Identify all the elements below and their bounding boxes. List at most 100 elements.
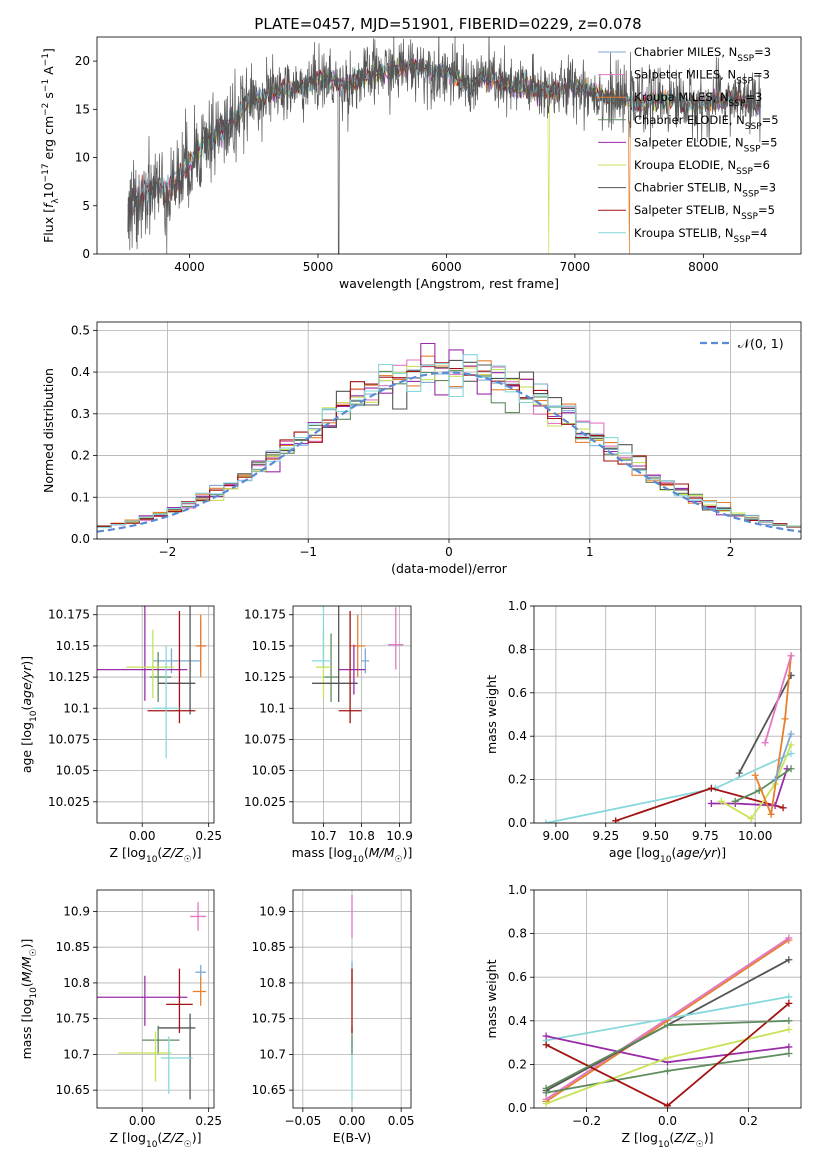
weight-point-sa_miles bbox=[761, 739, 769, 747]
legend-label-normal: 𝒩(0, 1) bbox=[738, 336, 784, 351]
weight-point-kr_stelib bbox=[785, 993, 793, 1001]
axes-frame bbox=[96, 605, 215, 824]
x-tick-label: 10.8 bbox=[348, 829, 375, 843]
errorbar-sa_stelib bbox=[147, 610, 196, 724]
errorbar-kr_miles bbox=[350, 614, 366, 678]
weight-point-kr_stelib bbox=[787, 750, 795, 758]
y-tick-label: 10.125 bbox=[244, 670, 286, 684]
legend-label-sa_stelib: Salpeter STELIB, NSSP=5 bbox=[634, 203, 775, 222]
y-tick-label: 10 bbox=[75, 151, 90, 165]
y-tick-label: 10.1 bbox=[259, 701, 286, 715]
y-tick-label: 0.2 bbox=[71, 449, 90, 463]
x-tick-label: 1 bbox=[586, 545, 594, 559]
weight-line-sa_miles bbox=[764, 655, 792, 743]
y-tick-label: 10.7 bbox=[63, 1047, 90, 1061]
weight-line-kr_stelib bbox=[545, 752, 792, 823]
plot-area bbox=[97, 606, 207, 759]
weight-point-kr_miles bbox=[767, 810, 775, 818]
y-tick-label: 0.0 bbox=[508, 1101, 527, 1115]
x-tick-label: −0.05 bbox=[284, 1114, 321, 1128]
errorbar-ch_elodie bbox=[142, 1025, 180, 1055]
errorbar-kr_miles bbox=[192, 977, 207, 1006]
age-vs-mass-panel: 10.7 10.8 10.9 10.025 10.05 10.075 10.1 10.125 1… bbox=[244, 605, 413, 865]
x-tick-label: 9.50 bbox=[642, 829, 669, 843]
weight-point-ch_elodie bbox=[785, 1050, 793, 1057]
x-tick-label: 0.00 bbox=[129, 829, 156, 843]
x-tick-label: 9.25 bbox=[592, 829, 619, 843]
x-axis-label: mass [log10(M/M☉)] bbox=[292, 845, 413, 865]
x-tick-label: 0.0 bbox=[658, 1114, 677, 1128]
weight-line-kr_miles bbox=[754, 655, 792, 818]
weight-point-kr_elodie bbox=[717, 797, 725, 805]
y-tick-label: 10.15 bbox=[56, 639, 90, 653]
weight-point-kr_miles bbox=[781, 715, 789, 723]
weight-point-ch_miles bbox=[771, 776, 779, 784]
x-axis-label: (data-model)/error bbox=[391, 561, 508, 576]
y-tick-label: 0.0 bbox=[508, 816, 527, 830]
y-tick-label: 0.0 bbox=[71, 532, 90, 546]
y-axis-label: age [log10(age/yr)] bbox=[19, 656, 39, 773]
weight-point-kr_miles bbox=[751, 771, 759, 779]
weight-point-sa_stelib bbox=[785, 999, 793, 1007]
y-axis-label: mass [log10(M/M☉)] bbox=[19, 939, 39, 1060]
x-tick-label: 10.7 bbox=[310, 829, 337, 843]
weight-point-kr_elodie bbox=[785, 1026, 793, 1034]
y-axis-label: Flux [fλ10−17 erg cm−2 s−1 A−1] bbox=[41, 48, 61, 243]
y-tick-label: 1.0 bbox=[508, 599, 527, 613]
legend-label-ch_elodie: Chabrier ELODIE, NSSP=5 bbox=[634, 113, 779, 132]
mass-vs-ebv-panel: −0.05 0.00 0.05 10.65 10.7 10.75 10.8 10.85 10.9… bbox=[252, 889, 415, 1145]
x-tick-label: 0.25 bbox=[195, 1114, 222, 1128]
y-tick-label: 10.175 bbox=[48, 608, 90, 622]
weight-point-ch_miles bbox=[787, 730, 795, 738]
axes-frame bbox=[292, 605, 412, 824]
y-tick-label: 5 bbox=[82, 199, 90, 213]
weight-line-kr_elodie bbox=[720, 744, 792, 820]
plot-area bbox=[542, 652, 795, 823]
errorbar-sa_elodie bbox=[97, 975, 188, 1026]
weight-point-ch_elodie bbox=[664, 1067, 671, 1075]
y-tick-label: 10.85 bbox=[56, 940, 90, 954]
y-tick-label: 10.025 bbox=[244, 795, 286, 809]
plot-area bbox=[127, 37, 762, 254]
figure-title: PLATE=0457, MJD=51901, FIBERID=0229, z=0… bbox=[254, 15, 641, 33]
plot-area bbox=[312, 606, 404, 724]
weight-point-sa_stelib bbox=[707, 784, 715, 792]
x-tick-label: 5000 bbox=[303, 260, 334, 274]
weight-point-sa_miles bbox=[785, 934, 793, 942]
errorbar-ch_stelib bbox=[158, 606, 196, 715]
weight-point-sa_stelib bbox=[664, 1102, 671, 1108]
x-tick-label: 10.9 bbox=[386, 829, 413, 843]
histogram-kr_stelib bbox=[97, 354, 801, 529]
weight-point-ch_elodie bbox=[542, 1084, 550, 1092]
y-tick-label: 10.15 bbox=[252, 639, 286, 653]
y-tick-label: 0.8 bbox=[508, 642, 527, 656]
y-tick-label: 10.7 bbox=[259, 1047, 286, 1061]
legend: Chabrier MILES, NSSP=3 Salpeter MILES, NS… bbox=[598, 45, 779, 245]
errorbar-sa_miles bbox=[190, 902, 207, 931]
weight-point-kr_elodie bbox=[787, 741, 795, 749]
y-tick-label: 0.2 bbox=[508, 1057, 527, 1071]
x-tick-label: 0.00 bbox=[129, 1114, 156, 1128]
x-tick-label: 7000 bbox=[560, 260, 591, 274]
axes-frame bbox=[533, 605, 802, 824]
errorbar-ch_stelib bbox=[158, 1013, 196, 1100]
axes-frame bbox=[292, 889, 412, 1109]
errorbar-kr_stelib bbox=[312, 606, 332, 668]
errorbar-sa_miles bbox=[388, 607, 404, 670]
y-tick-label: 0.4 bbox=[71, 365, 90, 379]
x-axis-label: age [log10(age/yr)] bbox=[609, 845, 726, 865]
y-tick-label: 10.85 bbox=[252, 940, 286, 954]
weight-point-ch_elodie bbox=[664, 1021, 671, 1029]
y-axis-label: mass weight bbox=[484, 959, 499, 1038]
y-axis-label: Normed distribution bbox=[41, 368, 56, 493]
errorbar-kr_miles bbox=[195, 614, 207, 678]
residuals-panel: −2 −1 0 1 2 0.0 0.1 0.2 0.3 0.4 0.5 (data-model)/er… bbox=[41, 321, 802, 576]
weight-point-ch_elodie bbox=[787, 765, 795, 773]
weight-point-ch_stelib bbox=[785, 956, 793, 964]
y-tick-label: 0.2 bbox=[508, 773, 527, 787]
errorbar-sa_elodie bbox=[338, 644, 366, 695]
y-tick-label: 0.4 bbox=[508, 729, 527, 743]
x-tick-label: −0.2 bbox=[572, 1114, 601, 1128]
x-tick-label: 0 bbox=[445, 545, 453, 559]
